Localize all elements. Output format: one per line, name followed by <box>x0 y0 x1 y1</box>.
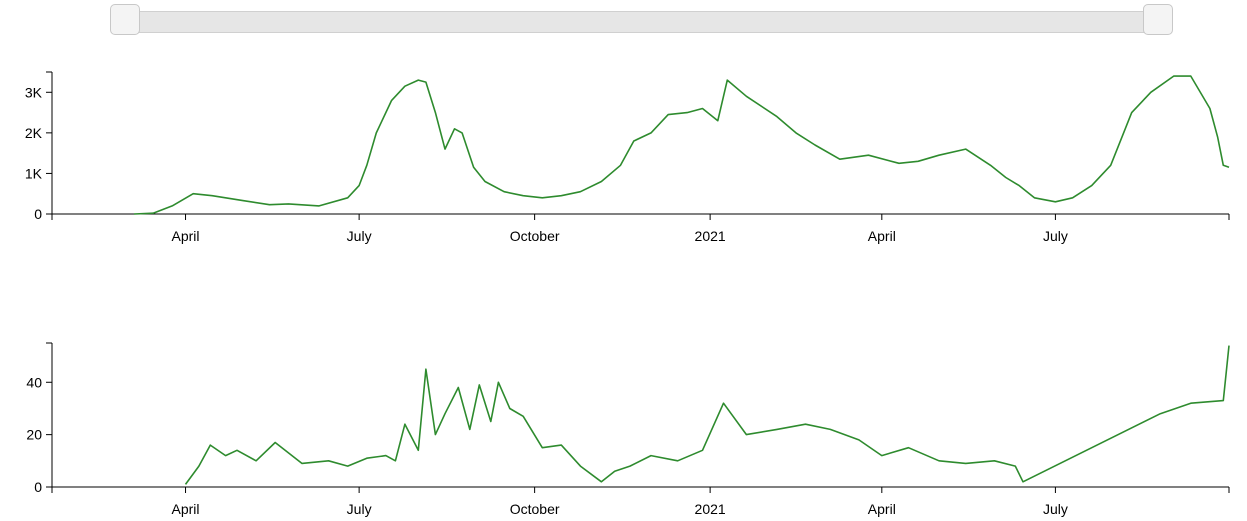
x-tick-label: July <box>1043 501 1068 517</box>
series-line <box>133 75 1230 215</box>
range-slider-left-handle[interactable] <box>110 4 140 35</box>
x-tick-label: July <box>1043 228 1068 244</box>
y-tick-label: 40 <box>26 374 42 390</box>
series-line <box>184 345 1230 485</box>
x-tick-label: April <box>172 501 200 517</box>
y-tick-label: 3K <box>25 84 43 100</box>
x-tick-label: 2021 <box>695 228 726 244</box>
cases-chart: 0 1K 2K 3K April July October 2021 April July <box>25 71 1230 244</box>
x-tick-label: April <box>172 228 200 244</box>
y-tick-label: 2K <box>25 125 43 141</box>
deaths-chart: 0 20 40 April July October 2021 April July <box>26 342 1230 517</box>
y-tick-label: 1K <box>25 165 43 181</box>
range-slider-right-handle[interactable] <box>1143 4 1173 35</box>
y-tick-label: 20 <box>26 427 42 443</box>
y-tick-label: 0 <box>34 479 42 495</box>
x-tick-label: April <box>868 228 896 244</box>
x-tick-label: 2021 <box>695 501 726 517</box>
x-tick-label: July <box>347 228 372 244</box>
y-tick-label: 0 <box>34 206 42 222</box>
x-tick-label: October <box>510 228 560 244</box>
x-tick-label: October <box>510 501 560 517</box>
x-tick-label: April <box>868 501 896 517</box>
x-tick-label: July <box>347 501 372 517</box>
